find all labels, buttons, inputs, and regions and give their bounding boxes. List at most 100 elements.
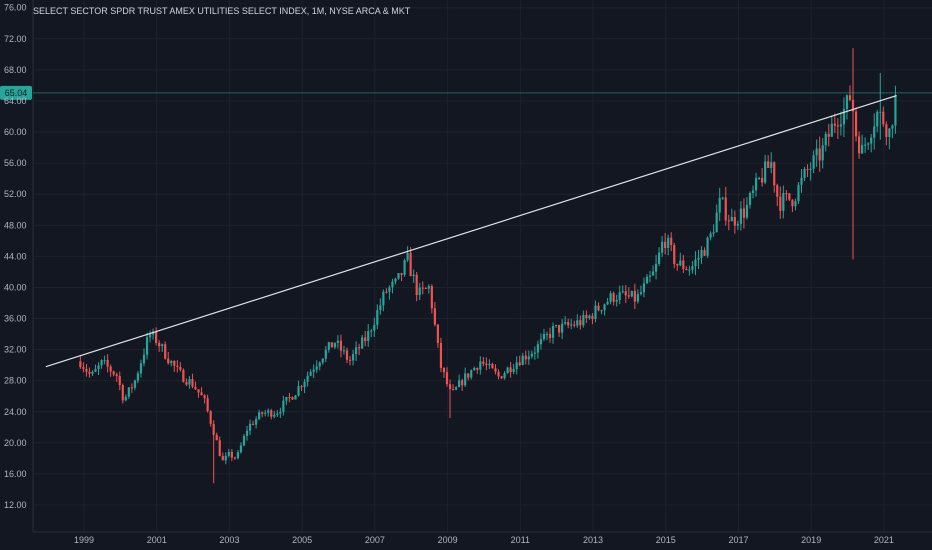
candle-body (818, 148, 821, 161)
candle-body (239, 445, 243, 453)
candle-body (700, 250, 703, 258)
candle-body (403, 260, 406, 275)
candle-body (639, 292, 643, 294)
candle-body (742, 208, 746, 218)
candle-body (706, 237, 709, 256)
candle-body (391, 281, 394, 288)
candle-body (215, 434, 218, 441)
candle-body (539, 339, 543, 345)
candle-body (739, 208, 743, 224)
candle-body (424, 288, 427, 290)
candle-body (588, 315, 591, 319)
y-tick-label: 40.00 (4, 282, 27, 292)
candle-body (827, 133, 830, 137)
candle-body (100, 360, 103, 366)
candle-body (597, 305, 600, 311)
candle-body (809, 168, 812, 170)
candle-body (179, 366, 182, 370)
candle-body (454, 387, 458, 390)
candle-body (345, 350, 349, 360)
candle-body (79, 361, 82, 368)
candle-body (491, 363, 494, 369)
y-tick-label: 24.00 (4, 407, 27, 417)
candle-body (615, 299, 618, 302)
candle-body (721, 197, 724, 199)
candle-body (142, 354, 146, 364)
candle-body (648, 275, 652, 277)
candle-body (473, 367, 476, 371)
candle-body (188, 379, 191, 385)
candle-body (600, 310, 603, 312)
candle-body (136, 373, 140, 381)
candle-body (506, 367, 509, 374)
candle-body (715, 212, 718, 233)
y-tick-label: 76.00 (4, 3, 27, 13)
candle-body (757, 177, 761, 179)
candle-body (361, 337, 364, 349)
candle-body (536, 344, 539, 353)
candle-body (270, 410, 273, 417)
candle-body (558, 325, 561, 333)
candle-body (203, 395, 206, 399)
candle-body (854, 111, 858, 137)
grid (32, 0, 932, 533)
candle-body (821, 145, 824, 161)
candle-body (657, 252, 661, 264)
candle-body (176, 365, 179, 367)
candle-body (627, 295, 630, 297)
candle-body (794, 201, 797, 207)
candle-body (245, 430, 249, 436)
candle-body (258, 412, 261, 420)
candle-body (664, 241, 667, 248)
candle-body (797, 184, 800, 202)
candle-body (582, 314, 585, 326)
candle-body (861, 144, 864, 154)
candle-body (397, 273, 400, 279)
candle-body (624, 291, 627, 296)
trendline (45, 94, 897, 368)
candle-body (879, 111, 882, 113)
candle-body (255, 419, 258, 425)
candle-body (312, 369, 315, 372)
candle-body (427, 286, 430, 289)
candle-body (612, 293, 615, 302)
candle-body (694, 259, 697, 267)
x-tick-label: 1999 (74, 535, 94, 545)
candle-body (748, 193, 752, 205)
candle-body (109, 366, 112, 372)
candle-body (212, 423, 215, 435)
candle-body (727, 220, 730, 222)
candle-body (485, 363, 488, 366)
candle-body (685, 269, 688, 271)
candle-body (470, 370, 473, 378)
candle-body (864, 144, 867, 146)
trendline-group (45, 94, 897, 368)
candle-body (667, 237, 670, 248)
candle-body (839, 124, 842, 127)
candle-body (812, 155, 815, 169)
candle-body (233, 457, 236, 459)
candle-body (436, 324, 440, 343)
candle-body (782, 193, 785, 211)
candle-body (248, 423, 252, 431)
candle-body (373, 324, 376, 331)
candle-body (567, 322, 570, 326)
y-tick-label: 28.00 (4, 376, 27, 386)
candle-body (761, 177, 764, 183)
candle-body (133, 380, 137, 388)
candle-body (106, 360, 109, 367)
candle-body (594, 305, 597, 320)
candle-body (415, 274, 418, 296)
candle-body (88, 371, 91, 374)
candle-body (94, 369, 97, 372)
candle-body (164, 344, 167, 359)
candle-body (670, 237, 673, 246)
candle-body (321, 358, 324, 363)
candle-body (385, 291, 388, 293)
candle-body (806, 169, 809, 171)
candle-body (461, 380, 464, 386)
candle-body (754, 177, 758, 191)
candle-body (324, 349, 327, 359)
candle-body (609, 293, 612, 302)
candle-body (409, 252, 412, 277)
